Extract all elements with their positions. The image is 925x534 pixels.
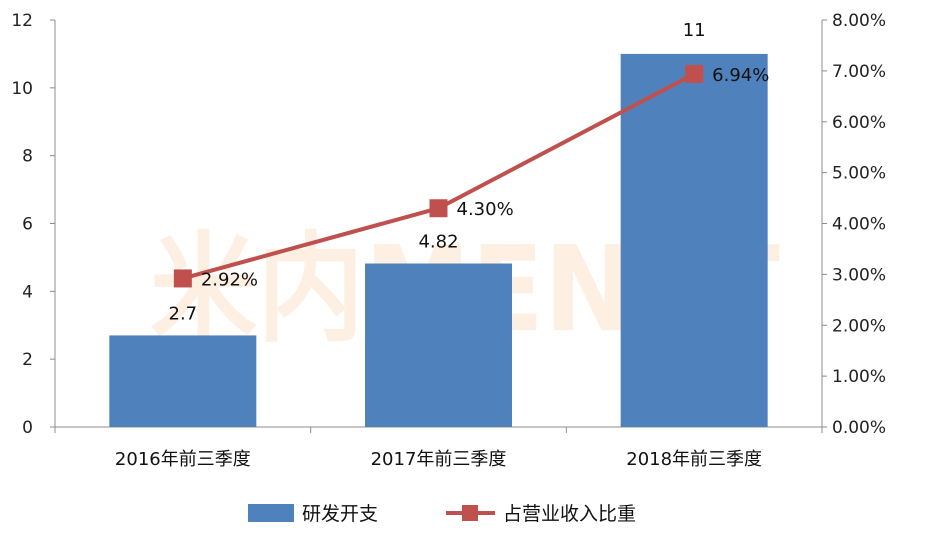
bar xyxy=(365,263,512,427)
x-category-label: 2018年前三季度 xyxy=(626,449,762,470)
bar-series xyxy=(109,53,768,428)
left-tick-label: 2 xyxy=(22,350,33,370)
bar xyxy=(620,53,768,428)
line-data-label: 6.94% xyxy=(712,65,769,86)
data-labels: 2.7 4.82 11 2.92% 4.30% 6.94% xyxy=(169,20,770,325)
left-tick-label: 8 xyxy=(22,147,33,167)
right-tick-label: 6.00% xyxy=(832,113,886,133)
line-point xyxy=(685,64,704,83)
right-tick-label: 2.00% xyxy=(832,316,886,336)
left-tick-label: 6 xyxy=(22,215,33,235)
line-point xyxy=(173,269,192,288)
bar-data-label: 11 xyxy=(683,20,706,41)
right-tick-label: 1.00% xyxy=(832,367,886,387)
bar-data-label: 4.82 xyxy=(418,232,458,253)
right-tick-label: 4.00% xyxy=(832,215,886,235)
legend-swatch-marker xyxy=(462,505,478,521)
bar xyxy=(109,335,257,427)
line-data-label: 2.92% xyxy=(201,269,258,290)
left-tick-label: 0 xyxy=(22,418,33,438)
right-tick-label: 5.00% xyxy=(832,164,886,184)
right-tick-label: 8.00% xyxy=(832,11,886,31)
line-point xyxy=(429,199,448,218)
left-tick-label: 4 xyxy=(22,282,33,302)
left-tick-label: 10 xyxy=(11,79,33,99)
right-tick-label: 7.00% xyxy=(832,62,886,82)
x-category-label: 2017年前三季度 xyxy=(371,449,507,470)
line-series xyxy=(173,64,704,288)
bar-data-label: 2.7 xyxy=(169,303,198,324)
legend: 研发开支 占营业收入比重 xyxy=(248,503,636,525)
right-tick-label: 3.00% xyxy=(832,265,886,285)
legend-label: 研发开支 xyxy=(302,503,378,525)
line-data-label: 4.30% xyxy=(457,199,514,220)
legend-swatch-bar xyxy=(248,504,294,522)
legend-label: 占营业收入比重 xyxy=(503,503,636,525)
x-category-label: 2016年前三季度 xyxy=(115,449,251,470)
right-tick-label: 0.00% xyxy=(832,418,886,438)
left-tick-label: 12 xyxy=(11,11,33,31)
